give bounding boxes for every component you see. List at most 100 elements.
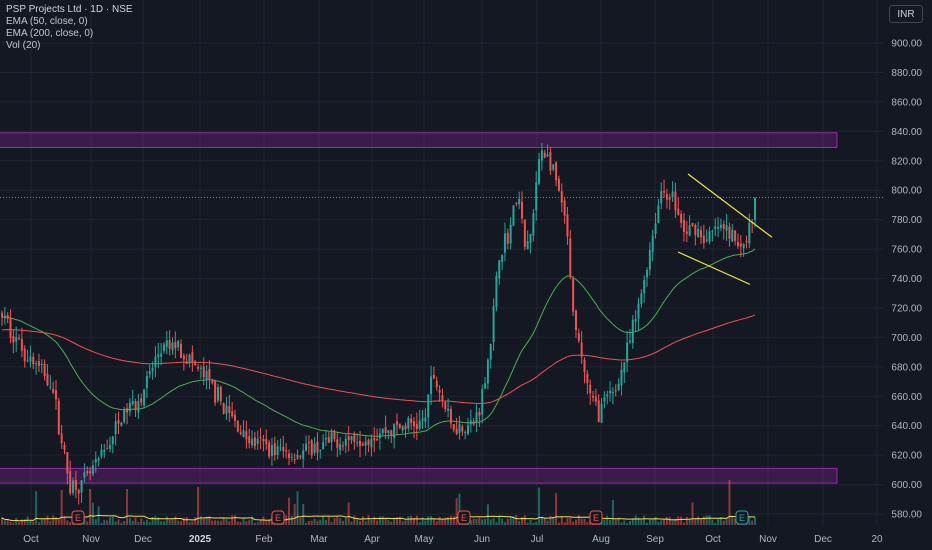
volume-bar (174, 516, 177, 525)
volume-bar (648, 519, 651, 525)
time-tick-label: Oct (705, 534, 721, 545)
volume-bar (538, 487, 541, 525)
volume-bar (617, 517, 620, 525)
volume-bar (126, 489, 129, 525)
volume-bar (171, 518, 174, 525)
candle-body (458, 423, 461, 433)
candle-body (404, 425, 407, 430)
candle-body (353, 434, 356, 442)
candle-body (15, 337, 18, 342)
price-zone (0, 467, 838, 484)
candle-body (253, 437, 256, 447)
volume-bar (165, 516, 168, 525)
indicator-volume[interactable]: Vol (20) (6, 40, 41, 51)
candle-body (620, 369, 623, 386)
candle-body (694, 225, 697, 236)
candle-body (680, 213, 683, 223)
candle-body (339, 444, 342, 451)
time-tick-label: 20 (871, 534, 883, 545)
candle-body (529, 234, 532, 243)
volume-bar (631, 518, 634, 525)
candle-body (478, 412, 481, 416)
volume-bar (134, 517, 137, 525)
volume-bar (441, 518, 444, 525)
volume-bar (415, 515, 418, 525)
volume-bar (390, 521, 393, 525)
volume-bar (484, 518, 487, 525)
volume-bar (205, 516, 208, 525)
candle-body (239, 432, 242, 435)
volume-bar (685, 516, 688, 525)
volume-bar (566, 517, 569, 525)
candle-body (444, 402, 447, 410)
candle-body (401, 426, 404, 431)
volume-bar (518, 520, 521, 525)
candle-body (268, 442, 271, 457)
candle-body (501, 254, 504, 262)
candle-body (111, 436, 114, 445)
price-axis: 900.00 880.00 860.00 840.00 820.00 800.00 780.… (891, 39, 922, 521)
candle-body (205, 370, 208, 380)
volume-bar (216, 520, 219, 525)
volume-bar (242, 517, 245, 525)
price-tick-label: 640.00 (891, 421, 922, 432)
symbol-title[interactable]: PSP Projects Ltd · 1D · NSE (6, 4, 133, 15)
candle-body (171, 342, 174, 351)
volume-bar (691, 502, 694, 525)
candle-body (705, 239, 708, 241)
currency-button[interactable]: INR (889, 5, 923, 23)
candle-body (486, 359, 489, 384)
indicator-ema50[interactable]: EMA (50, close, 0) (6, 16, 88, 27)
candle-body (640, 293, 643, 304)
volume-bar (384, 517, 387, 525)
candle-body (194, 361, 197, 366)
volume-bar (57, 519, 60, 525)
candle-body (18, 338, 21, 340)
volume-bar (688, 519, 691, 525)
price-tick-label: 740.00 (891, 274, 922, 285)
candle-body (685, 231, 688, 234)
candle-body (711, 230, 714, 232)
candle-body (66, 452, 69, 474)
volume-bar (609, 519, 612, 525)
chart-grid (0, 0, 884, 525)
price-tick-label: 760.00 (891, 245, 922, 256)
candle-body (393, 423, 396, 438)
candle-body (577, 333, 580, 341)
candle-body (688, 225, 691, 236)
volume-bar (486, 504, 489, 525)
candle-body (174, 342, 177, 349)
volume-bar (498, 516, 501, 525)
indicator-ema200[interactable]: EMA (200, close, 0) (6, 28, 94, 39)
candle-body (128, 402, 131, 412)
volume-bar (296, 491, 299, 525)
volume-bar (336, 516, 339, 525)
candle-body (475, 412, 478, 423)
volume-bar (387, 520, 390, 525)
candle-body (202, 366, 205, 378)
volume-bar (305, 522, 308, 525)
candle-body (324, 437, 327, 440)
candle-body (489, 343, 492, 360)
price-tick-label: 860.00 (891, 97, 922, 108)
candle-body (387, 430, 390, 434)
candle-body (302, 450, 305, 459)
candle-body (682, 219, 685, 233)
volume-bar (711, 519, 714, 525)
volume-bar (515, 515, 518, 525)
candle-body (677, 208, 680, 215)
candle-body (415, 423, 418, 430)
candle-body (347, 436, 350, 440)
candle-body (626, 342, 629, 363)
volume-bar (63, 515, 66, 525)
price-tick-label: 840.00 (891, 127, 922, 138)
time-tick-label: Nov (82, 534, 100, 545)
candle-body (160, 353, 163, 357)
volume-bar (9, 521, 12, 525)
earnings-badge (457, 510, 471, 525)
candle-body (742, 243, 745, 249)
volume-bar (427, 516, 430, 525)
volume-bar (634, 515, 637, 525)
volume-bar (734, 518, 737, 525)
